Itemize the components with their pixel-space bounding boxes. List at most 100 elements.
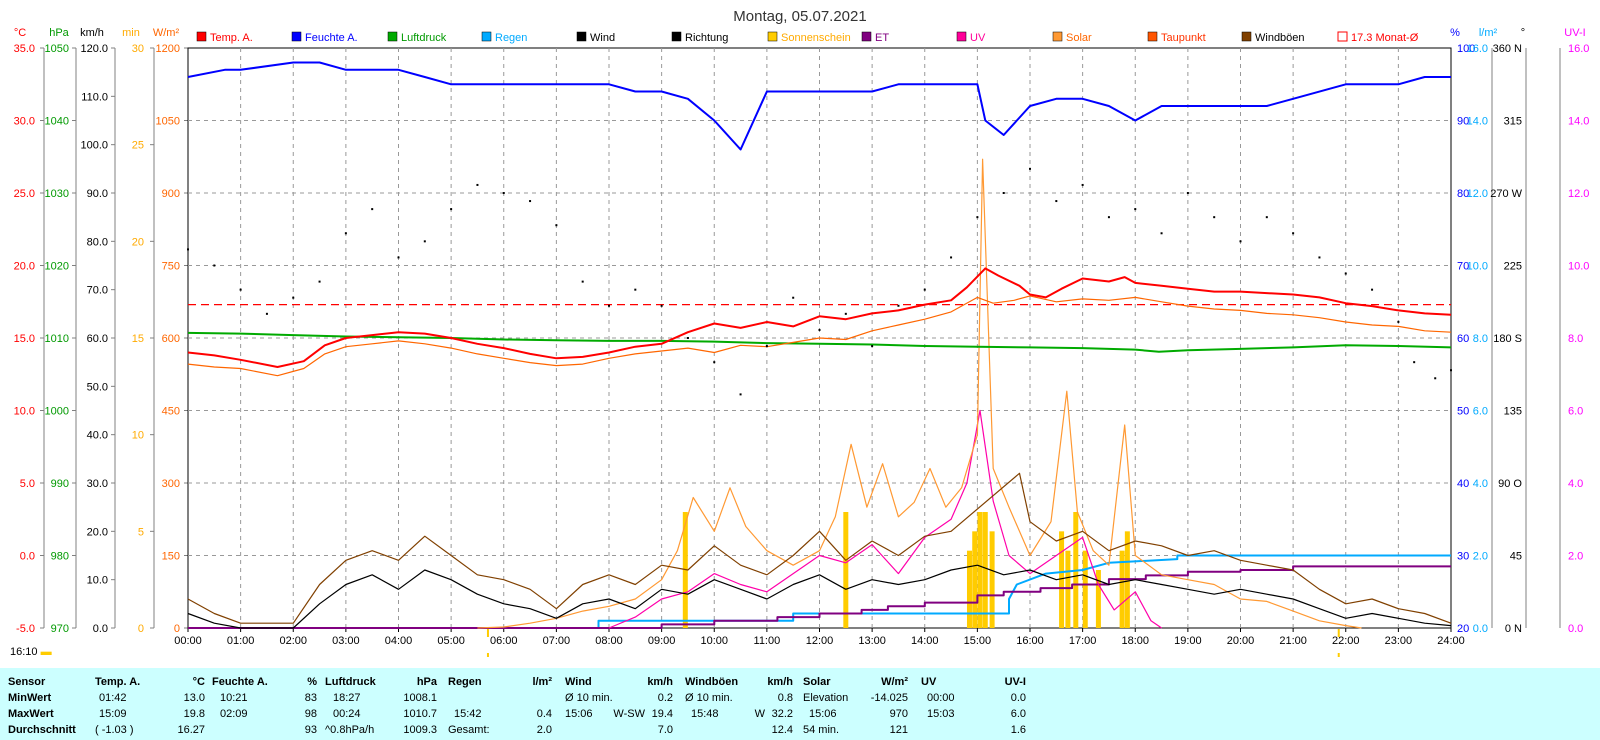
x-tick-label: 00:00	[174, 635, 202, 647]
chart-title: Montag, 05.07.2021	[733, 8, 866, 25]
axis-tick-label: 360 N	[1493, 43, 1522, 55]
series-wind	[187, 564, 1452, 629]
direction-point	[502, 192, 505, 194]
axis-tick-label: 10.0	[87, 575, 108, 587]
direction-point	[1029, 167, 1031, 170]
axis-tick-label: 110.0	[81, 91, 108, 103]
axis-tick-label: 16.0	[1467, 43, 1488, 55]
left-axes: 35.030.025.020.015.010.05.00.0-5.0°C1050…	[14, 27, 189, 635]
direction-point	[476, 183, 479, 186]
x-tick-label: 14:00	[911, 635, 939, 647]
series-solar	[477, 158, 1362, 629]
axis-tick-label: 90 O	[1498, 478, 1522, 490]
axis-tick-label: 100	[1457, 43, 1475, 55]
axis-tick-label: 0.0	[1568, 623, 1583, 635]
direction-point	[1160, 232, 1163, 235]
direction-point	[608, 304, 610, 307]
weather-chart: Montag, 05.07.2021 Temp. A. Feuchte A. Luf…	[14, 8, 1589, 657]
series-uv	[608, 409, 1162, 629]
axis-unit-: %	[1450, 27, 1460, 39]
x-tick-label: 16:00	[1016, 635, 1044, 647]
axis-unit-hpa: hPa	[49, 27, 69, 39]
legend-swatch-wind	[576, 31, 587, 42]
x-tick-label: 05:00	[437, 635, 465, 647]
legend-label-luftdruck: Luftdruck	[401, 32, 447, 44]
axis-tick-label: 8.0	[1473, 333, 1488, 345]
axis-tick-label: 1050	[156, 116, 180, 128]
axis-tick-label: 1010	[45, 333, 69, 345]
axis-tick-label: 20.0	[87, 526, 108, 538]
axis-tick-label: 6.0	[1473, 406, 1488, 418]
x-tick-label: 07:00	[543, 635, 571, 647]
series-feuchte-a	[187, 61, 1451, 151]
x-tick-label: 21:00	[1279, 635, 1307, 647]
axis-tick-label: 4.0	[1568, 478, 1583, 490]
direction-point	[318, 280, 321, 283]
direction-point	[871, 345, 874, 348]
series-temp-a	[187, 267, 1452, 368]
axis-tick-label: 990	[51, 478, 69, 490]
sunshine-bar	[977, 512, 983, 628]
sun-icon: ▬	[40, 646, 52, 658]
axis-tick-label: 20	[1457, 623, 1469, 635]
legend-swatch-regen	[481, 31, 492, 42]
direction-point	[423, 240, 426, 243]
legend-swatch-taupunkt	[1147, 31, 1158, 42]
legend-label-17-3-monat: 17.3 Monat-Ø	[1351, 32, 1419, 44]
sunshine-bar	[989, 531, 995, 628]
direction-point	[844, 312, 847, 315]
row-label-sensor: Sensor	[8, 676, 46, 688]
sunshine-bar	[982, 512, 988, 628]
axis-tick-label: 30.0	[87, 478, 108, 490]
axis-tick-label: 50.0	[87, 381, 108, 393]
direction-point	[344, 232, 347, 235]
axis-tick-label: 12.0	[1568, 188, 1589, 200]
x-tick-label: 11:00	[754, 635, 781, 647]
x-axis: 00:00 01:00 02:00 03:00 04:00 05:00 06:00 07:00…	[174, 628, 1465, 657]
legend-swatch-et	[861, 31, 872, 42]
sunshine-bar	[1119, 550, 1125, 628]
direction-point	[239, 288, 242, 291]
legend-label-sonnenschein: Sonnenschein	[781, 32, 851, 44]
direction-point	[371, 208, 374, 211]
chart-grid	[188, 48, 1451, 628]
series-taupunkt	[187, 295, 1452, 377]
x-tick-label: 02:00	[279, 635, 307, 647]
axis-tick-label: 750	[162, 261, 180, 273]
chart-legend: Temp. A. Feuchte A. Luftdruck Regen Wind Rich…	[196, 31, 1419, 44]
direction-point	[1002, 192, 1005, 194]
x-tick-label: 24:00	[1437, 635, 1465, 647]
legend-label-solar: Solar	[1066, 32, 1092, 44]
axis-tick-label: 60.0	[87, 333, 108, 345]
axis-tick-label: 25.0	[14, 188, 35, 200]
x-tick-label: 13:00	[858, 635, 886, 647]
direction-point	[187, 248, 189, 251]
stats-gust: Windböen km/h Ø 10 min. 0.8 15:48 W 32.2 12.…	[685, 676, 793, 736]
axis-tick-label: 70	[1457, 261, 1469, 273]
axis-tick-label: 1050	[45, 43, 69, 55]
axis-tick-label: 25	[132, 140, 144, 152]
axis-tick-label: 70.0	[87, 285, 108, 297]
axis-tick-label: 4.0	[1473, 478, 1488, 490]
x-tick-label: 22:00	[1332, 635, 1360, 647]
axis-tick-label: 10.0	[1467, 261, 1488, 273]
axis-tick-label: 5	[138, 526, 144, 538]
direction-point	[792, 296, 795, 299]
axis-tick-label: 1040	[45, 116, 69, 128]
axis-tick-label: 100.0	[80, 140, 108, 152]
direction-point	[1213, 216, 1216, 219]
axis-tick-label: 14.0	[1467, 116, 1488, 128]
direction-point	[818, 328, 821, 331]
axis-tick-label: 90.0	[87, 188, 108, 200]
x-tick-label: 04:00	[385, 635, 413, 647]
axis-tick-label: 40.0	[87, 430, 108, 442]
x-tick-label: 23:00	[1385, 635, 1413, 647]
axis-tick-label: 5.0	[20, 478, 35, 490]
legend-label-wind: Wind	[590, 32, 615, 44]
axis-unit-km-h: km/h	[80, 27, 104, 39]
axis-tick-label: 15	[132, 333, 144, 345]
axis-tick-label: 20.0	[14, 261, 35, 273]
direction-point	[1107, 216, 1110, 219]
direction-point	[950, 256, 953, 259]
sunshine-bar	[966, 550, 972, 628]
